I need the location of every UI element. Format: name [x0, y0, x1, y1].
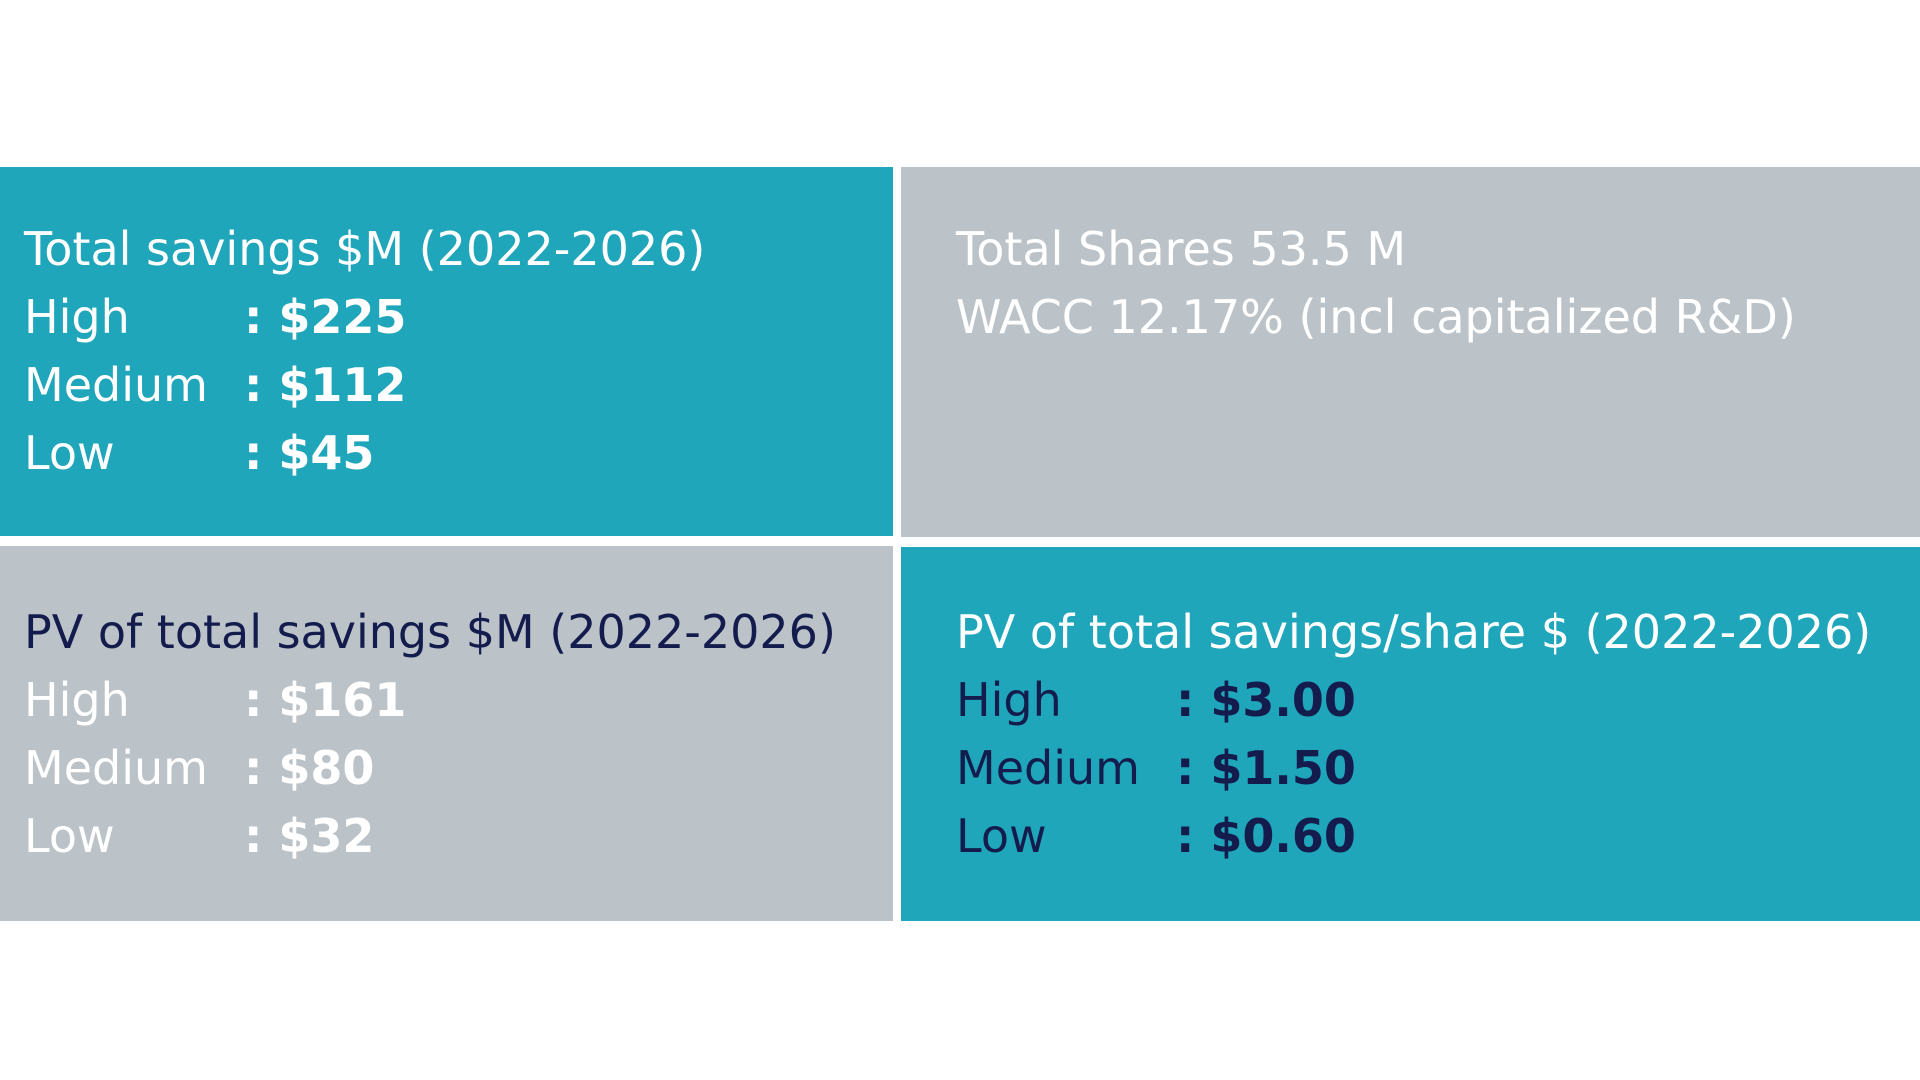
pv-share-medium-row: Medium : $1.50 — [956, 740, 1356, 796]
pv-savings-per-share-panel: PV of total savings/share $ (2022-2026) … — [901, 547, 1920, 921]
row-label: Medium — [24, 741, 208, 795]
row-label: Low — [956, 809, 1047, 863]
total-savings-high-row: High : $225 — [24, 289, 406, 345]
pv-share-low-row: Low : $0.60 — [956, 808, 1356, 864]
row-label: Medium — [24, 358, 208, 412]
total-savings-title: Total savings $M (2022-2026) — [24, 222, 706, 276]
row-value: : $80 — [244, 741, 375, 795]
row-value: : $161 — [244, 673, 407, 727]
shares-wacc-panel: Total Shares 53.5 M WACC 12.17% (incl ca… — [901, 167, 1920, 537]
pv-savings-medium-row: Medium : $80 — [24, 740, 374, 796]
row-label: Low — [24, 426, 115, 480]
row-label: High — [24, 673, 130, 727]
row-value: : $32 — [244, 809, 375, 863]
row-label: High — [956, 673, 1062, 727]
pv-share-high-row: High : $3.00 — [956, 672, 1356, 728]
row-value: : $3.00 — [1176, 673, 1356, 727]
pv-savings-low-row: Low : $32 — [24, 808, 374, 864]
pv-savings-per-share-title: PV of total savings/share $ (2022-2026) — [956, 605, 1872, 659]
total-shares-text: Total Shares 53.5 M — [956, 222, 1407, 276]
row-value: : $45 — [244, 426, 375, 480]
row-label: High — [24, 290, 130, 344]
row-value: : $0.60 — [1176, 809, 1356, 863]
pv-savings-high-row: High : $161 — [24, 672, 406, 728]
pv-total-savings-panel: PV of total savings $M (2022-2026) High … — [0, 546, 893, 921]
total-savings-medium-row: Medium : $112 — [24, 357, 406, 413]
row-value: : $225 — [244, 290, 407, 344]
row-value: : $1.50 — [1176, 741, 1356, 795]
total-savings-low-row: Low : $45 — [24, 425, 374, 481]
row-label: Low — [24, 809, 115, 863]
row-label: Medium — [956, 741, 1140, 795]
wacc-text: WACC 12.17% (incl capitalized R&D) — [956, 290, 1796, 344]
total-savings-panel: Total savings $M (2022-2026) High : $225… — [0, 167, 893, 536]
row-value: : $112 — [244, 358, 407, 412]
pv-total-savings-title: PV of total savings $M (2022-2026) — [24, 605, 836, 659]
